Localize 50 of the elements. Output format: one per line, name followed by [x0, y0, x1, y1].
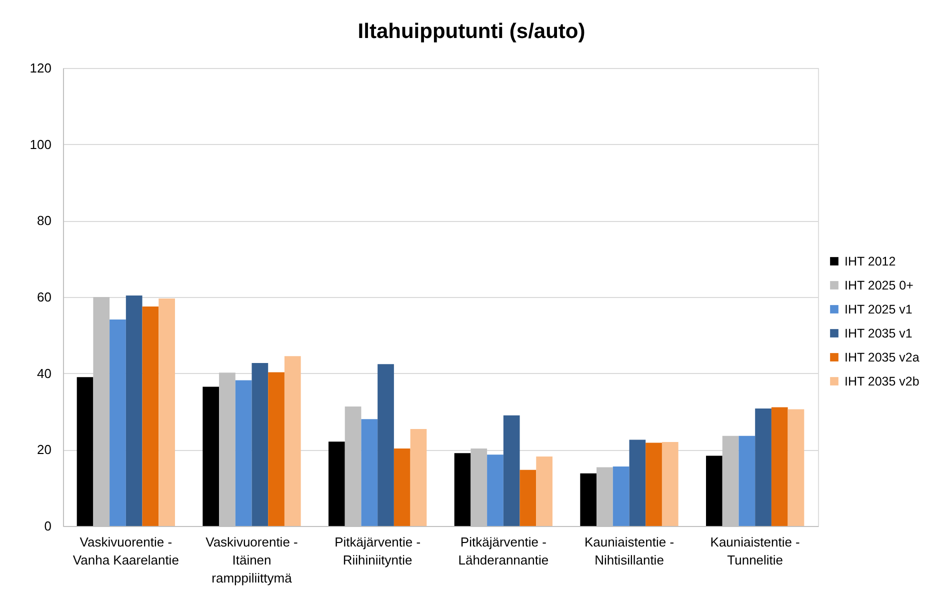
bar: [738, 436, 756, 526]
x-tick-label: Pitkäjärventie - Lähderannantie: [458, 534, 549, 568]
bar: [378, 364, 394, 526]
bar: [503, 415, 520, 526]
legend-label: IHT 2035 v1: [844, 326, 912, 340]
legend-label: IHT 2012: [844, 254, 896, 268]
bar: [410, 429, 427, 526]
x-tick-label: Kauniaistentie - Tunnelitie: [710, 534, 800, 568]
legend-label: IHT 2025 v1: [844, 302, 912, 316]
bar: [536, 456, 552, 526]
bar: [76, 377, 94, 526]
bar: [202, 386, 220, 526]
y-tick-label: 20: [37, 442, 52, 458]
bar: [580, 473, 597, 526]
bar: [706, 456, 722, 526]
bar: [394, 448, 410, 526]
bar: [328, 442, 345, 526]
y-tick-label: 80: [37, 213, 52, 228]
bar: [646, 442, 662, 526]
bar: [788, 409, 804, 526]
y-tick-label: 100: [30, 136, 52, 152]
bar: [158, 298, 175, 526]
bar: [487, 454, 504, 526]
chart-title: Iltahuipputunti (s/auto): [358, 20, 586, 43]
bar: [612, 466, 630, 526]
bar: [520, 470, 536, 526]
bar: [629, 440, 646, 526]
bar: [361, 419, 378, 526]
y-tick-label: 120: [30, 60, 52, 76]
x-tick-label: Kauniaistentie - Nihtisillantie: [584, 534, 674, 568]
y-tick-label: 40: [37, 366, 52, 381]
bar: [771, 407, 788, 526]
legend-label: IHT 2025 0+: [844, 278, 914, 292]
x-tick-label: Pitkäjärventie - Riihiniityntie: [334, 534, 421, 568]
legend-label: IHT 2035 v2a: [844, 350, 920, 364]
bar: [268, 372, 284, 526]
bar: [252, 363, 268, 526]
bar: [126, 295, 142, 526]
bar: [662, 442, 678, 526]
bar: [284, 356, 301, 526]
bar: [142, 306, 159, 526]
legend-label: IHT 2035 v2b: [844, 374, 920, 388]
x-tick-label: Vaskivuorentie - Vanha Kaarelantie: [72, 534, 179, 568]
x-tick-label: Vaskivuorentie - Itäinen ramppiliittymä: [206, 534, 298, 586]
y-tick-label: 0: [44, 518, 52, 534]
y-tick-label: 60: [37, 290, 52, 304]
bar: [454, 453, 471, 526]
bar: [235, 380, 252, 526]
bar: [755, 408, 772, 526]
bar: [110, 320, 126, 526]
